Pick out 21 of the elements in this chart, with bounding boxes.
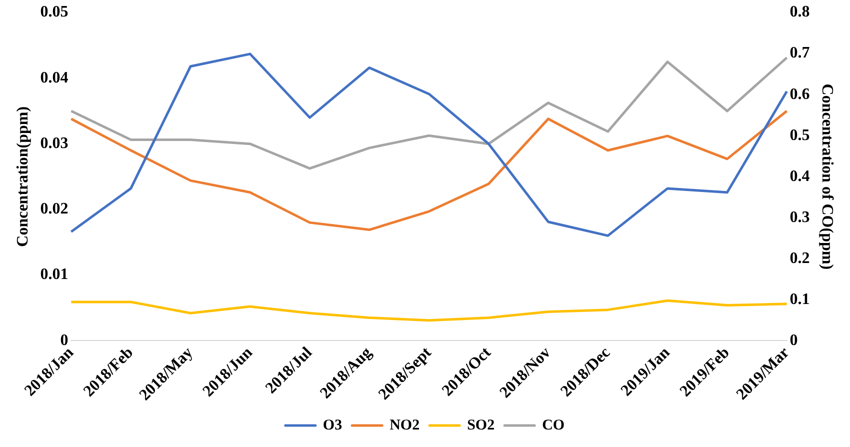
legend-label: NO2 <box>390 417 420 434</box>
y-tick-label: 0 <box>60 332 68 349</box>
y-tick-label: 0.03 <box>40 134 68 152</box>
y2-tick-label: 0.6 <box>790 86 810 103</box>
y-tick-label: 0.05 <box>40 4 68 21</box>
y2-tick-label: 0.1 <box>790 290 810 308</box>
y2-tick-label: 0.3 <box>790 208 810 226</box>
y2-tick-label: 0.5 <box>790 126 810 144</box>
legend-label: SO2 <box>467 417 495 434</box>
y2-tick-label: 0.8 <box>790 4 810 21</box>
legend-label: O3 <box>322 417 342 434</box>
y-tick-label: 0.04 <box>40 69 68 86</box>
y2-tick-label: 0.4 <box>790 168 810 185</box>
legend-label: CO <box>542 417 565 434</box>
y-tick-label: 0.02 <box>40 200 68 218</box>
y-axis-title: Concentration(ppm) <box>14 106 32 247</box>
y2-axis-title: Concentration of CO(ppm) <box>818 84 836 270</box>
y-tick-label: 0.01 <box>40 266 68 284</box>
y2-tick-label: 0.7 <box>790 44 810 62</box>
y2-tick-label: 0.2 <box>790 250 810 267</box>
y2-tick-label: 0 <box>790 332 798 349</box>
